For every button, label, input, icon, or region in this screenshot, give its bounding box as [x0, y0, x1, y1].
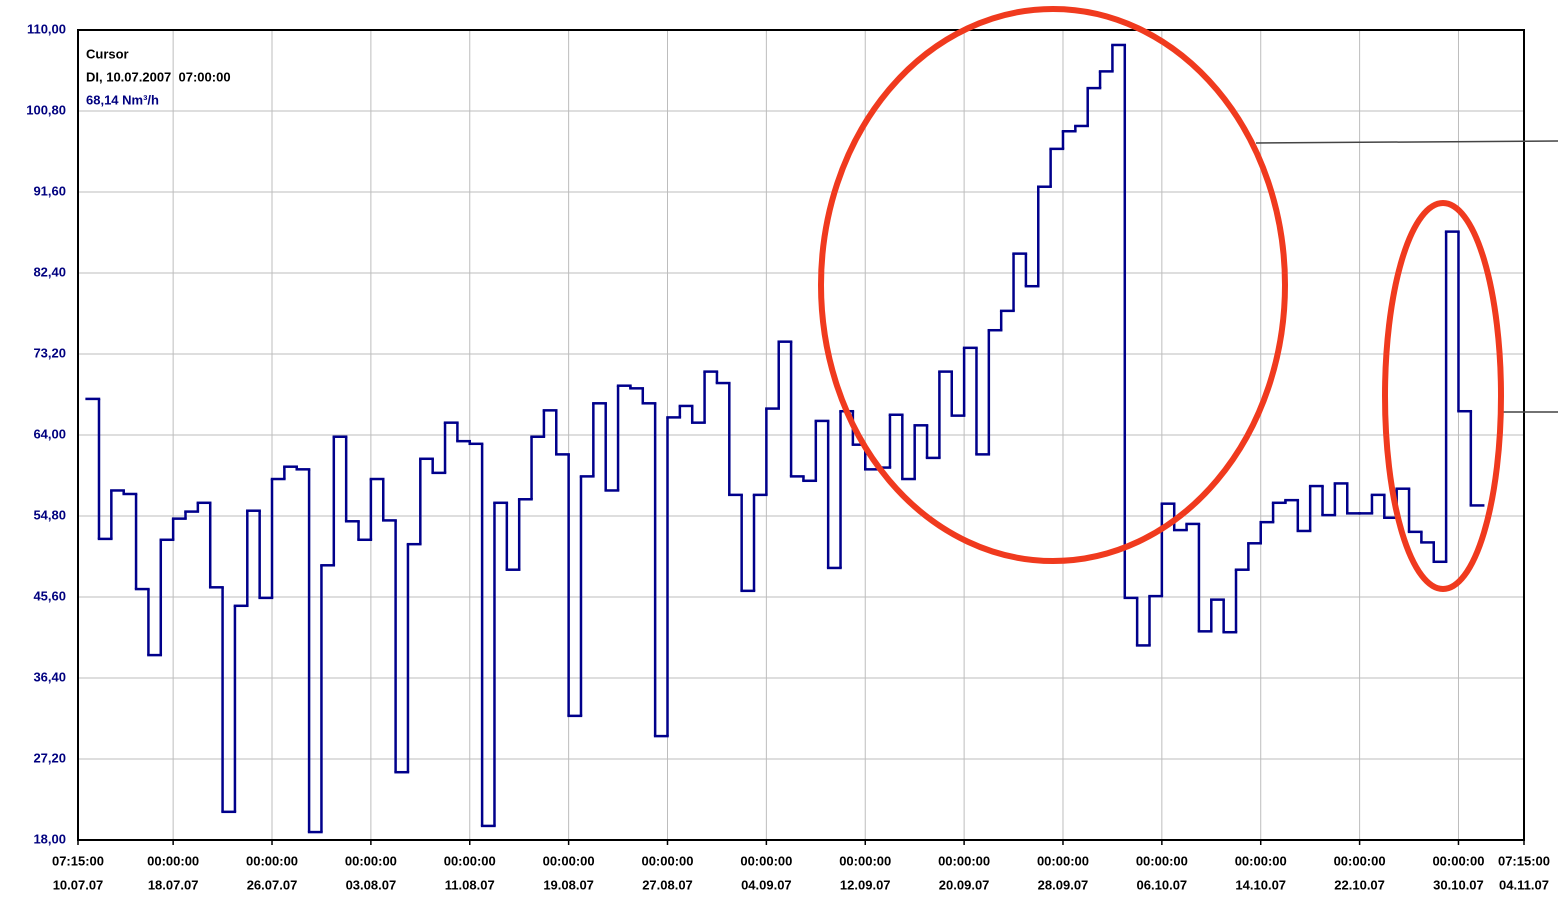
x-tick-time: 00:00:00 — [839, 853, 891, 868]
y-tick-label: 27,20 — [33, 750, 66, 765]
x-tick-time: 00:00:00 — [1432, 853, 1484, 868]
x-tick-label: 28.09.07 — [1038, 877, 1089, 892]
y-tick-label: 18,00 — [33, 831, 66, 846]
x-tick-time: 00:00:00 — [444, 853, 496, 868]
x-tick-label: 27.08.07 — [642, 877, 693, 892]
marks — [85, 43, 1485, 834]
y-tick-label: 100,80 — [26, 102, 66, 117]
x-tick-time: 00:00:00 — [345, 853, 397, 868]
x-tick-time: 00:00:00 — [1136, 853, 1188, 868]
x-tick-label: 18.07.07 — [148, 877, 199, 892]
x-tick-label: 10.07.07 — [53, 877, 104, 892]
grid — [77, 29, 1525, 841]
highlight-ellipse — [818, 6, 1288, 564]
x-tick-time: 07:15:00 — [52, 853, 104, 868]
highlight-ellipse — [1382, 200, 1504, 592]
x-tick-label: 03.08.07 — [346, 877, 397, 892]
x-tick-label: 04.11.07 — [1499, 877, 1549, 892]
x-tick-label: 20.09.07 — [939, 877, 990, 892]
x-tick-time: 00:00:00 — [1235, 853, 1287, 868]
y-tick-label: 82,40 — [33, 264, 66, 279]
x-tick-time: 00:00:00 — [1334, 853, 1386, 868]
cursor-title: Cursor — [86, 46, 129, 61]
y-tick-label: 64,00 — [33, 426, 66, 441]
x-tick-label: 26.07.07 — [247, 877, 298, 892]
cursor-time: DI, 10.07.2007 07:00:00 — [86, 69, 231, 84]
y-tick-label: 91,60 — [33, 183, 66, 198]
x-tick-label: 19.08.07 — [543, 877, 594, 892]
callout-line — [1255, 140, 1558, 144]
x-tick-label: 11.08.07 — [445, 877, 495, 892]
x-tick-time: 00:00:00 — [938, 853, 990, 868]
x-tick-label: 30.10.07 — [1433, 877, 1484, 892]
x-tick-time: 00:00:00 — [740, 853, 792, 868]
x-tick-label: 06.10.07 — [1137, 877, 1188, 892]
x-tick-label: 22.10.07 — [1334, 877, 1385, 892]
x-tick-label: 04.09.07 — [741, 877, 792, 892]
x-tick-time: 00:00:00 — [641, 853, 693, 868]
plot-border — [77, 29, 1525, 841]
y-tick-label: 110,00 — [27, 21, 66, 36]
y-tick-label: 54,80 — [33, 507, 66, 522]
x-tick-time: 07:15:00 — [1498, 853, 1550, 868]
x-tick-time: 00:00:00 — [543, 853, 595, 868]
x-tick-time: 00:00:00 — [147, 853, 199, 868]
x-tick-time: 00:00:00 — [1037, 853, 1089, 868]
x-tick-label: 14.10.07 — [1235, 877, 1286, 892]
y-tick-label: 73,20 — [33, 345, 66, 360]
y-tick-label: 36,40 — [33, 669, 66, 684]
cursor-value: 68,14 Nm³/h — [86, 92, 159, 107]
x-tick-time: 00:00:00 — [246, 853, 298, 868]
x-tick-label: 12.09.07 — [840, 877, 891, 892]
y-tick-label: 45,60 — [33, 588, 66, 603]
